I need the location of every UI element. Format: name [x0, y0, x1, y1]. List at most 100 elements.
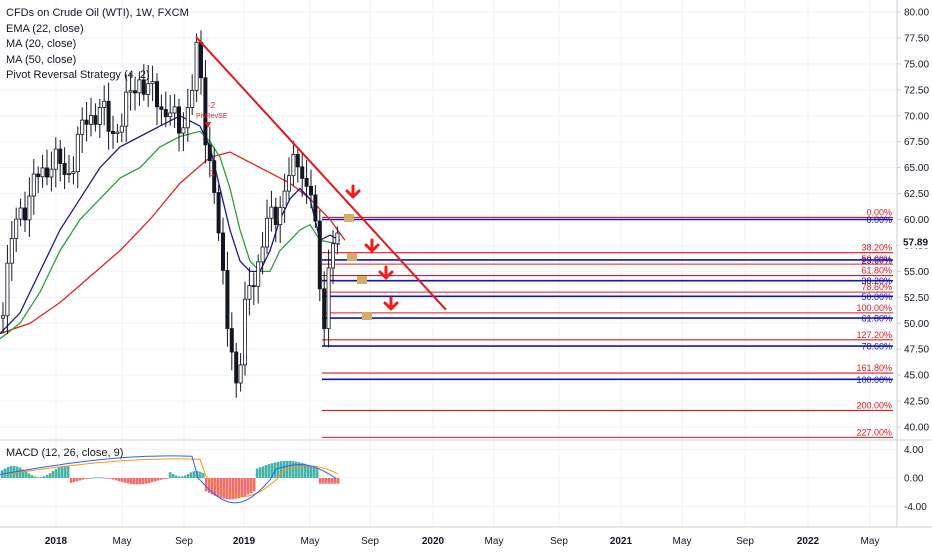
y-tick-label: 72.50: [904, 85, 929, 96]
macd-histogram-bar: [258, 467, 262, 478]
candle-down: [251, 285, 256, 287]
x-tick-label: May: [301, 536, 320, 547]
order-marker: [347, 253, 357, 261]
macd-histogram-bar: [51, 471, 55, 478]
macd-histogram-bar: [72, 478, 76, 483]
macd-layer: [0, 455, 340, 504]
y-tick-label: 47.50: [904, 345, 929, 356]
macd-histogram-bar: [204, 478, 208, 492]
candle-down: [300, 166, 305, 179]
macd-histogram-bar: [189, 472, 193, 478]
x-tick-label: 2021: [610, 536, 633, 547]
macd-histogram-bar: [21, 469, 25, 478]
macd-histogram-bar: [33, 476, 37, 478]
candle-down: [220, 232, 225, 271]
macd-histogram-bar: [216, 478, 220, 498]
macd-histogram-bar: [228, 478, 232, 500]
y-tick-label: 42.50: [904, 397, 929, 408]
candle-up: [172, 106, 177, 114]
macd-histogram-bar: [9, 466, 13, 478]
y-tick-label: 52.50: [904, 293, 929, 304]
candle-up: [71, 171, 76, 174]
legend-ema: EMA (22, close): [6, 22, 84, 35]
candle-down: [229, 328, 234, 353]
candle-up: [185, 107, 190, 129]
macd-histogram-bar: [255, 468, 259, 478]
candle-down: [159, 106, 164, 110]
fib-label-red: 61.80%: [861, 266, 892, 276]
macd-legend: MACD (12, 26, close, 9): [6, 447, 124, 459]
macd-histogram-bar: [264, 465, 268, 478]
candle-down: [93, 115, 98, 125]
candle-down: [308, 185, 313, 196]
candle-down: [36, 173, 41, 178]
fib-label-blue: 61.80%: [861, 314, 892, 324]
x-tick-label: May: [673, 536, 692, 547]
candle-up: [80, 119, 85, 135]
macd-histogram-bar: [318, 478, 322, 484]
macd-histogram-bar: [327, 478, 331, 484]
fib-label-red: 100.00%: [856, 303, 892, 313]
candle-up: [150, 81, 155, 85]
macd-histogram-bar: [309, 465, 313, 478]
order-marker: [362, 312, 372, 320]
candle-down: [62, 163, 67, 175]
macd-histogram-bar: [168, 472, 172, 478]
x-tick-label: May: [113, 536, 132, 547]
candle-up: [49, 168, 54, 178]
trend-layer: [195, 36, 447, 311]
macd-histogram-bar: [144, 478, 148, 484]
macd-histogram-bar: [276, 461, 280, 478]
candle-up: [119, 125, 124, 133]
candle-down: [273, 206, 278, 226]
grid-layer: [0, 0, 932, 528]
macd-histogram-bar: [111, 478, 115, 480]
candle-up: [67, 173, 72, 175]
fib-label-red: 38.20%: [861, 243, 892, 253]
fib-label-blue: 0.00%: [866, 215, 892, 225]
candle-up: [27, 195, 32, 221]
candle-up: [190, 89, 195, 108]
macd-histogram-bar: [330, 478, 334, 484]
macd-y-tick-label: 0.00: [904, 474, 924, 485]
y-tick-label: 67.50: [904, 137, 929, 148]
y-tick-label: 50.00: [904, 319, 929, 330]
candle-up: [247, 285, 252, 300]
x-tick-label: 2020: [422, 536, 445, 547]
macd-histogram-bar: [225, 478, 229, 500]
candle-down: [58, 148, 63, 164]
candle-down: [304, 178, 309, 187]
signal-arrow-down: [205, 122, 211, 128]
macd-histogram-bar: [30, 475, 34, 478]
macd-histogram-bar: [138, 478, 142, 485]
candle-up: [238, 364, 243, 384]
macd-histogram-bar: [267, 464, 271, 478]
macd-histogram-bar: [306, 464, 310, 478]
macd-histogram-bar: [249, 478, 253, 493]
fib-label-blue: 78.60%: [861, 342, 892, 352]
candle-up: [242, 298, 247, 366]
macd-histogram-bar: [321, 478, 325, 484]
y-tick-label: 55.00: [904, 267, 929, 278]
y-tick-label: 62.50: [904, 189, 929, 200]
macd-histogram-bar: [174, 475, 178, 478]
candle-up: [14, 218, 19, 239]
macd-histogram-bar: [102, 477, 106, 479]
macd-histogram-bar: [75, 478, 79, 482]
fib-label-blue: 23.60%: [861, 255, 892, 265]
candle-down: [216, 192, 221, 234]
macd-histogram-bar: [240, 478, 244, 498]
y-tick-label: 75.00: [904, 59, 929, 70]
macd-histogram-bar: [126, 478, 130, 484]
macd-histogram-bar: [150, 478, 154, 483]
macd-histogram-bar: [198, 471, 202, 478]
macd-histogram-bar: [303, 463, 307, 478]
candle-down: [154, 81, 159, 108]
candle-layer: [0, 30, 340, 398]
signal-label: PivRevSE: [196, 113, 228, 120]
macd-histogram-bar: [42, 476, 46, 478]
y-tick-label: 80.00: [904, 8, 929, 19]
macd-histogram-bar: [192, 471, 196, 478]
